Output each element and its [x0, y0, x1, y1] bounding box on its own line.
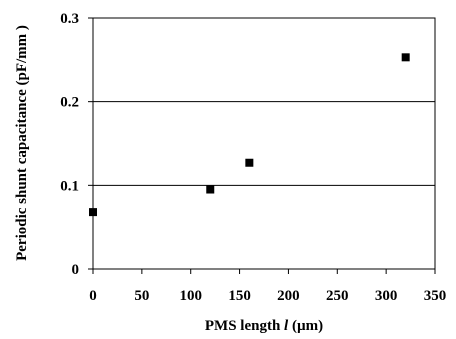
y-tick-label: 0.1: [60, 178, 79, 194]
x-axis-title: PMS length l (µm): [205, 318, 323, 334]
data-point: [245, 158, 254, 167]
x-tick-label: 50: [134, 288, 149, 304]
x-tick-label: 250: [326, 288, 349, 304]
x-tick-label: 200: [277, 288, 300, 304]
x-tick-label: 350: [424, 288, 447, 304]
x-tick-label: 0: [89, 288, 97, 304]
x-tick-label: 150: [228, 288, 251, 304]
gridlines: [93, 101, 435, 186]
y-axis-title: Periodic shunt capacitance (pF/mm ): [14, 25, 30, 261]
data-point: [89, 208, 97, 217]
y-tick-label: 0: [72, 262, 80, 278]
data-points: [89, 53, 410, 217]
y-tick-label: 0.3: [60, 11, 79, 27]
plot-area: [92, 17, 436, 270]
y-axis-ticks: 0 0.1 0.2 0.3: [60, 11, 93, 278]
x-tick-label: 300: [375, 288, 398, 304]
data-point: [206, 185, 215, 194]
x-tick-label: 100: [179, 288, 202, 304]
y-tick-label: 0.2: [60, 95, 79, 111]
data-point: [401, 53, 410, 62]
x-axis-ticks: 0 50 100 150 200 250 300 350: [89, 269, 446, 304]
